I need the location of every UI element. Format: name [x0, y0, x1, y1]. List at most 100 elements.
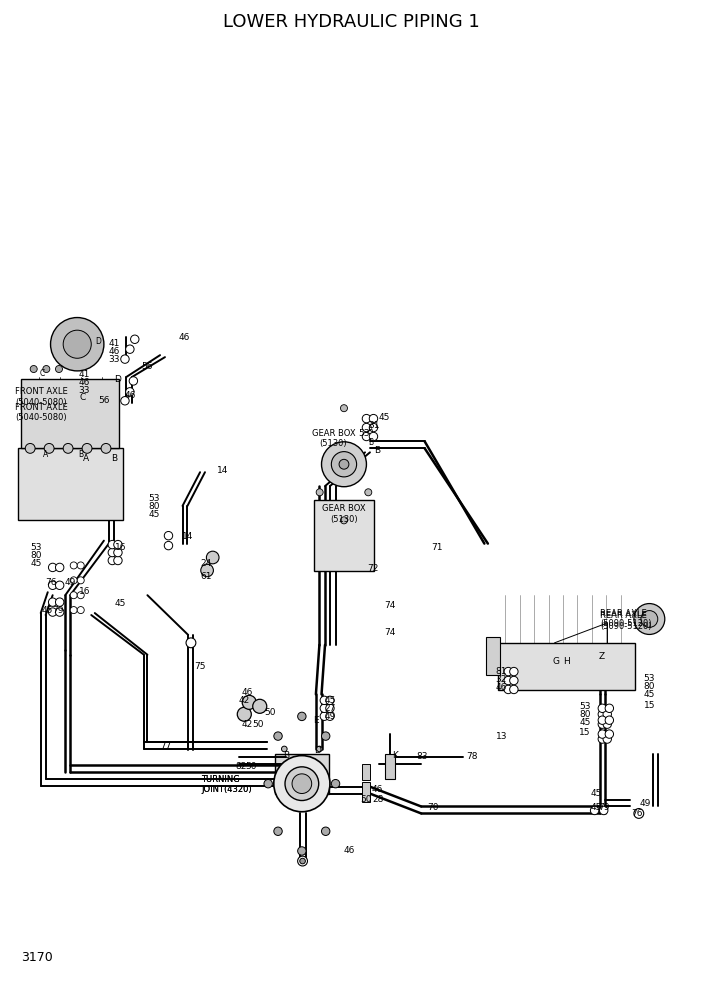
Text: 79: 79: [599, 803, 610, 812]
Text: 50: 50: [265, 707, 276, 717]
Text: 15: 15: [644, 700, 655, 710]
Bar: [486, 637, 500, 675]
Text: 50: 50: [361, 795, 372, 805]
Text: 46: 46: [79, 378, 90, 388]
Text: FRONT AXLE
(5040-5080): FRONT AXLE (5040-5080): [15, 403, 68, 423]
Circle shape: [339, 459, 349, 469]
Text: A: A: [368, 425, 373, 434]
Text: 46: 46: [372, 785, 383, 795]
Text: D: D: [314, 746, 321, 756]
Circle shape: [126, 345, 134, 353]
Circle shape: [369, 433, 378, 440]
Text: 83: 83: [416, 752, 428, 762]
Circle shape: [598, 720, 607, 728]
Circle shape: [70, 576, 77, 584]
Circle shape: [164, 532, 173, 540]
Circle shape: [101, 443, 111, 453]
Text: H: H: [563, 657, 570, 667]
Text: 53: 53: [31, 543, 42, 553]
Circle shape: [320, 712, 329, 720]
Text: 33: 33: [79, 386, 90, 396]
Circle shape: [82, 443, 92, 453]
Circle shape: [605, 730, 614, 738]
Bar: [385, 754, 395, 779]
Circle shape: [55, 581, 64, 589]
Text: 45: 45: [324, 695, 336, 705]
Text: 46: 46: [241, 687, 253, 697]
Text: 80: 80: [644, 682, 655, 691]
Circle shape: [322, 732, 330, 740]
Circle shape: [362, 433, 371, 440]
Circle shape: [121, 397, 129, 405]
Text: 46: 46: [343, 845, 355, 855]
Text: 56: 56: [142, 361, 153, 371]
Circle shape: [362, 424, 371, 432]
Text: TURNING
JOINT(4320): TURNING JOINT(4320): [201, 775, 252, 795]
Circle shape: [603, 710, 611, 718]
Circle shape: [274, 756, 330, 811]
Text: 24: 24: [201, 558, 212, 568]
Circle shape: [590, 806, 599, 814]
Bar: [362, 782, 370, 802]
Circle shape: [48, 563, 57, 571]
Text: 74: 74: [385, 628, 396, 638]
Circle shape: [253, 699, 267, 713]
Circle shape: [598, 730, 607, 738]
Circle shape: [322, 441, 366, 487]
Text: 14: 14: [183, 532, 194, 542]
Circle shape: [114, 549, 122, 557]
Text: 71: 71: [431, 543, 442, 553]
Circle shape: [605, 716, 614, 724]
Text: 56: 56: [98, 396, 110, 406]
Text: 80: 80: [579, 709, 590, 719]
Text: C: C: [80, 393, 86, 403]
Text: B: B: [283, 751, 289, 761]
Circle shape: [48, 608, 57, 616]
Text: 15: 15: [579, 727, 590, 737]
Circle shape: [206, 552, 219, 563]
Text: 33: 33: [109, 354, 120, 364]
Circle shape: [634, 603, 665, 635]
Circle shape: [186, 638, 196, 648]
Text: 61: 61: [201, 571, 212, 581]
Bar: [275, 754, 329, 794]
Circle shape: [504, 677, 512, 684]
Text: C: C: [39, 369, 45, 379]
Circle shape: [326, 704, 334, 712]
Text: 16: 16: [115, 543, 126, 553]
Circle shape: [598, 735, 607, 743]
Text: 76: 76: [45, 577, 56, 587]
Bar: [21, 379, 119, 448]
Circle shape: [264, 780, 272, 788]
Circle shape: [77, 606, 84, 614]
Circle shape: [55, 563, 64, 571]
Text: 45: 45: [579, 717, 590, 727]
Circle shape: [201, 564, 213, 576]
Text: 53: 53: [149, 494, 160, 504]
Circle shape: [44, 443, 54, 453]
Text: 41: 41: [109, 338, 120, 348]
Circle shape: [598, 716, 607, 724]
Circle shape: [48, 581, 57, 589]
Circle shape: [600, 806, 608, 814]
Circle shape: [274, 732, 282, 740]
Circle shape: [63, 330, 91, 358]
Circle shape: [326, 696, 334, 704]
Circle shape: [320, 704, 329, 712]
Circle shape: [114, 541, 122, 549]
Circle shape: [274, 827, 282, 835]
Circle shape: [331, 451, 357, 477]
Bar: [362, 764, 370, 780]
Circle shape: [129, 377, 138, 385]
Circle shape: [298, 856, 307, 866]
Text: D: D: [114, 375, 121, 385]
Text: 27: 27: [324, 703, 336, 713]
Circle shape: [25, 443, 35, 453]
Text: A: A: [43, 449, 48, 459]
Bar: [18, 448, 123, 520]
Text: A: A: [83, 453, 88, 463]
Text: 74: 74: [385, 600, 396, 610]
Text: REAR AXLE
(5090-5120): REAR AXLE (5090-5120): [600, 611, 651, 631]
Text: Z: Z: [599, 652, 604, 662]
Text: 82: 82: [235, 762, 246, 772]
